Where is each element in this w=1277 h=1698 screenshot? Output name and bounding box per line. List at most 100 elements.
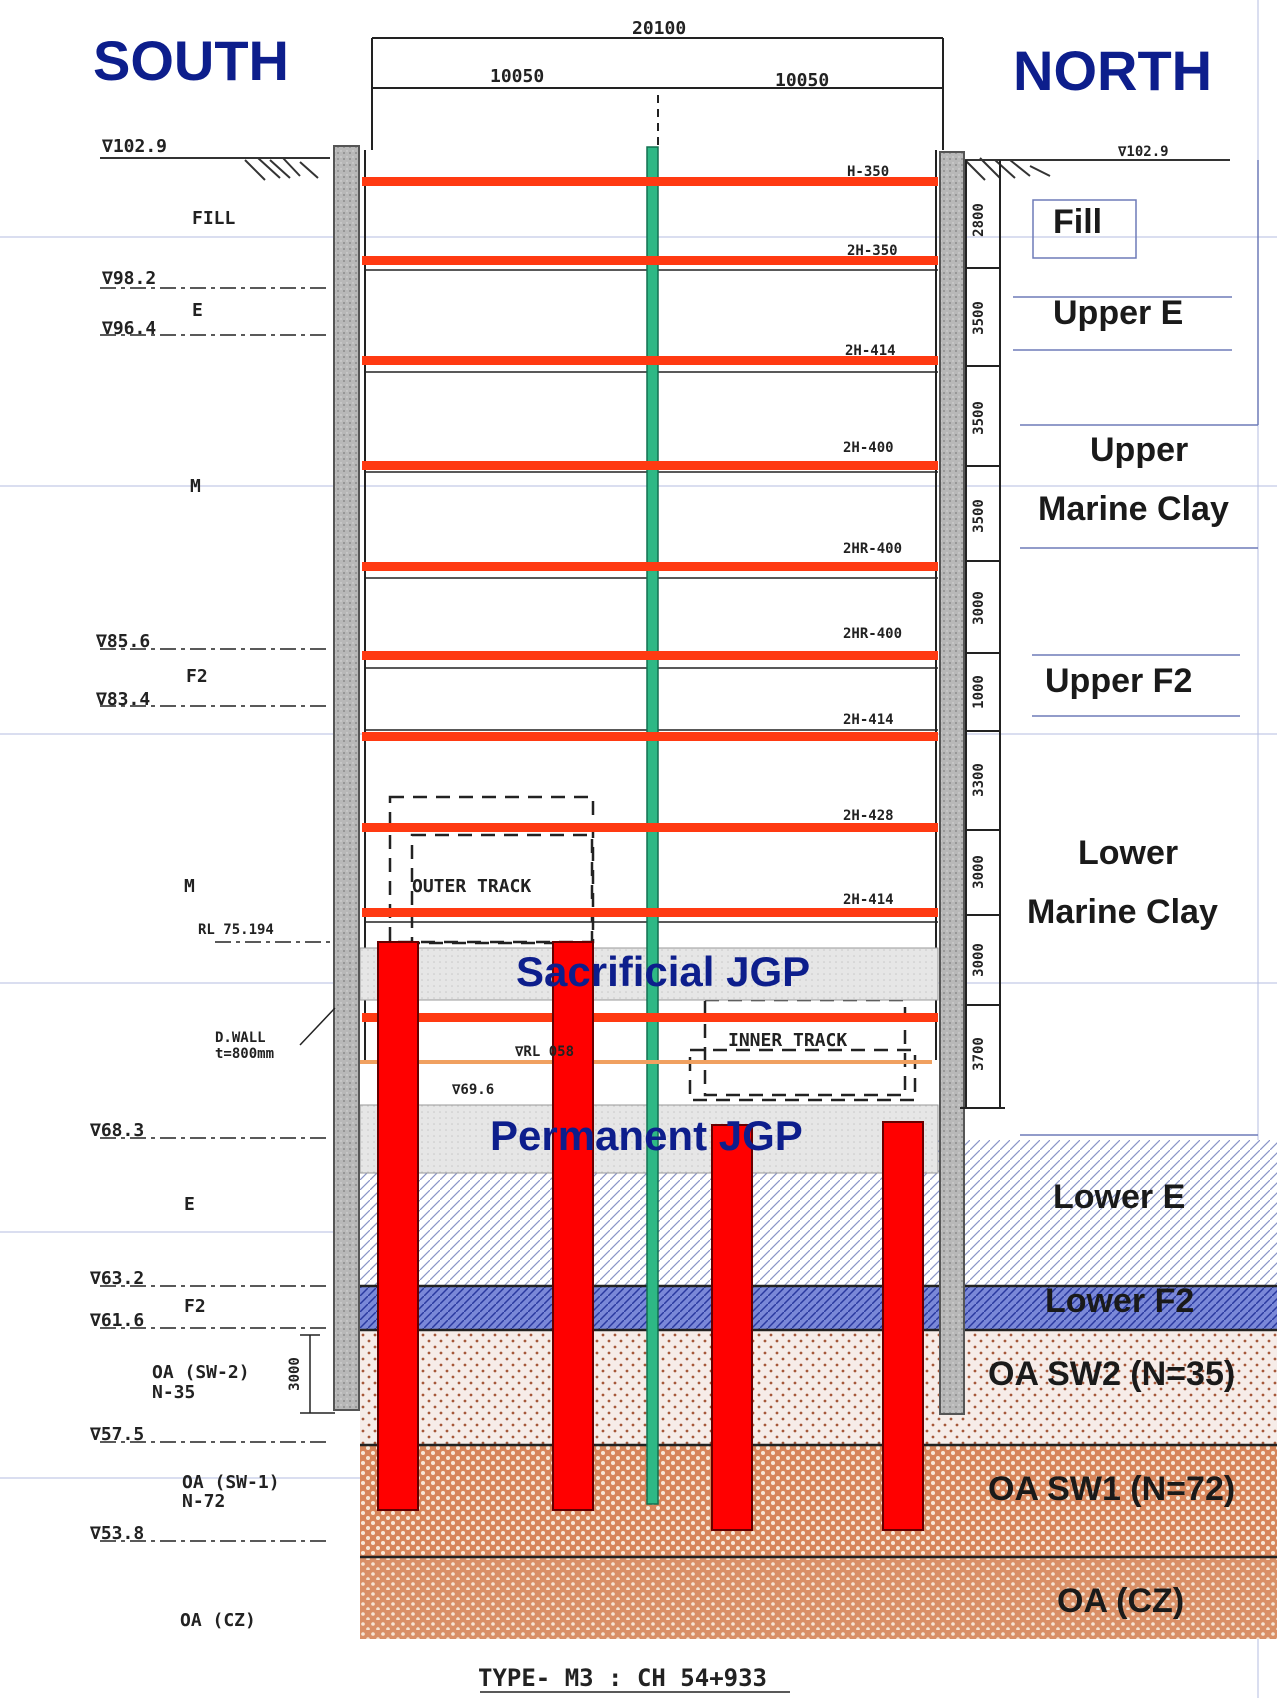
strut-4	[362, 461, 938, 470]
north-heading: NORTH	[1013, 39, 1213, 102]
south-diaphragm-wall	[333, 145, 360, 1411]
oa-sw1-layer	[360, 1445, 1277, 1557]
level-label: ∇57.5	[90, 1424, 145, 1445]
soil-code-oa-sw1: OA (SW-1)	[182, 1472, 280, 1493]
layer-label-oa-sw2: OA SW2 (N=35)	[988, 1355, 1236, 1393]
pile-2	[552, 941, 594, 1511]
soil-code-oa-sw1-n: N-72	[182, 1491, 226, 1512]
permanent-jgp-label: Permanent JGP	[490, 1112, 803, 1159]
dwall-label: D.WALL	[215, 1030, 266, 1046]
soil-code-f2: F2	[184, 1296, 206, 1317]
strut-5	[362, 562, 938, 571]
soil-code-e: E	[192, 300, 203, 321]
strut-label: 2H-414	[843, 892, 894, 908]
right-label-boxes	[1013, 160, 1259, 1136]
strut-label: 2H-400	[843, 440, 894, 456]
soil-code-f2: F2	[186, 666, 208, 687]
layer-label-lower: Lower	[1078, 834, 1179, 872]
layer-label-upper: Upper	[1090, 431, 1189, 469]
level-label: ∇63.2	[90, 1268, 145, 1289]
layer-label-lower-marine-clay: Marine Clay	[1027, 893, 1218, 931]
layer-label-oa-cz: OA (CZ)	[1057, 1582, 1185, 1620]
level-label: ∇102.9	[102, 136, 168, 157]
spacing-dim: 3500	[970, 499, 987, 533]
strut-2	[362, 256, 938, 265]
strut-label: 2H-350	[847, 243, 898, 259]
level-label: ∇85.6	[96, 631, 151, 652]
spacing-dim: 3300	[970, 763, 987, 797]
strut-label: 2H-428	[843, 808, 894, 824]
spacing-dim: 3500	[970, 401, 987, 435]
piles	[377, 941, 924, 1531]
sacrificial-jgp-label: Sacrificial JGP	[516, 948, 811, 995]
ground-hatch	[100, 157, 1230, 181]
soil-code-oa-sw2: OA (SW-2)	[152, 1362, 250, 1383]
layer-label-upper-e: Upper E	[1053, 294, 1184, 332]
spacing-dim: 3000	[970, 855, 987, 889]
spacing-dim: 3700	[970, 1037, 987, 1071]
layer-label-oa-sw1: OA SW1 (N=72)	[988, 1470, 1236, 1508]
strut-label: 2HR-400	[843, 626, 903, 642]
soil-code-m: M	[190, 476, 201, 497]
rl-lower-label: ∇RL 058	[515, 1044, 575, 1060]
spacing-dim: 3500	[970, 301, 987, 335]
section-type-footer: TYPE- M3 : CH 54+933	[478, 1664, 767, 1692]
pile-3	[711, 1124, 753, 1531]
soil-code-e: E	[184, 1194, 195, 1215]
level-label-right: ∇102.9	[1118, 144, 1169, 160]
layer-label-upper-f2: Upper F2	[1045, 662, 1193, 700]
strut-9	[362, 908, 938, 917]
strut-10	[362, 1013, 938, 1022]
soil-code-m: M	[184, 876, 195, 897]
layer-label-lower-f2: Lower F2	[1045, 1282, 1195, 1320]
dim-left-half: 10050	[490, 66, 545, 87]
strut-3	[362, 356, 938, 365]
soil-code-oa-sw2-n: N-35	[152, 1382, 196, 1403]
struts	[362, 177, 938, 1022]
left-dim-3000: 3000	[286, 1357, 303, 1391]
left-dim-bracket	[300, 1334, 335, 1414]
level-label: ∇96.4	[102, 318, 157, 339]
rl-label: RL 75.194	[198, 922, 274, 938]
strut-label: 2H-414	[845, 343, 896, 359]
dwall-leader	[299, 1007, 336, 1046]
strut-7	[362, 732, 938, 741]
layer-boundaries	[360, 1284, 1277, 1559]
dim-total: 20100	[632, 18, 687, 39]
spacing-dim: 3000	[970, 943, 987, 977]
dwall-thickness-label: t=800mm	[215, 1046, 275, 1062]
layer-label-fill: Fill	[1053, 203, 1103, 241]
level-label: ∇68.3	[90, 1120, 145, 1141]
pile-4	[882, 1121, 924, 1531]
dim-right-half: 10050	[775, 70, 830, 91]
strut-1	[362, 177, 938, 186]
south-heading: SOUTH	[93, 29, 289, 92]
spacing-dim: 2800	[970, 203, 987, 237]
soil-code-fill: FILL	[192, 208, 236, 229]
level-69-label: ∇69.6	[452, 1082, 495, 1098]
oa-sw2-layer	[360, 1330, 1277, 1445]
strut-6	[362, 651, 938, 660]
level-label: ∇83.4	[96, 689, 151, 710]
strut-label: 2H-414	[843, 712, 894, 728]
pile-1	[377, 941, 419, 1511]
level-label: ∇53.8	[90, 1523, 145, 1544]
strut-label: 2HR-400	[843, 541, 903, 557]
soil-code-oa-cz: OA (CZ)	[180, 1610, 256, 1631]
north-diaphragm-wall	[939, 151, 965, 1415]
oa-cz-layer	[360, 1557, 1277, 1639]
strut-8	[362, 823, 938, 832]
strut-label: H-350	[847, 164, 890, 180]
left-level-lines	[100, 287, 330, 1542]
outer-track-label: OUTER TRACK	[412, 876, 532, 897]
right-dimension-column	[960, 160, 1005, 1109]
spacing-dim: 1000	[970, 675, 987, 709]
level-label: ∇61.6	[90, 1310, 145, 1331]
inner-track-label: INNER TRACK	[728, 1030, 848, 1051]
spacing-dim: 3000	[970, 591, 987, 625]
lower-f2-layer	[360, 1286, 1277, 1330]
layer-label-lower-e: Lower E	[1053, 1178, 1186, 1216]
layer-label-upper-marine-clay: Marine Clay	[1038, 490, 1229, 528]
